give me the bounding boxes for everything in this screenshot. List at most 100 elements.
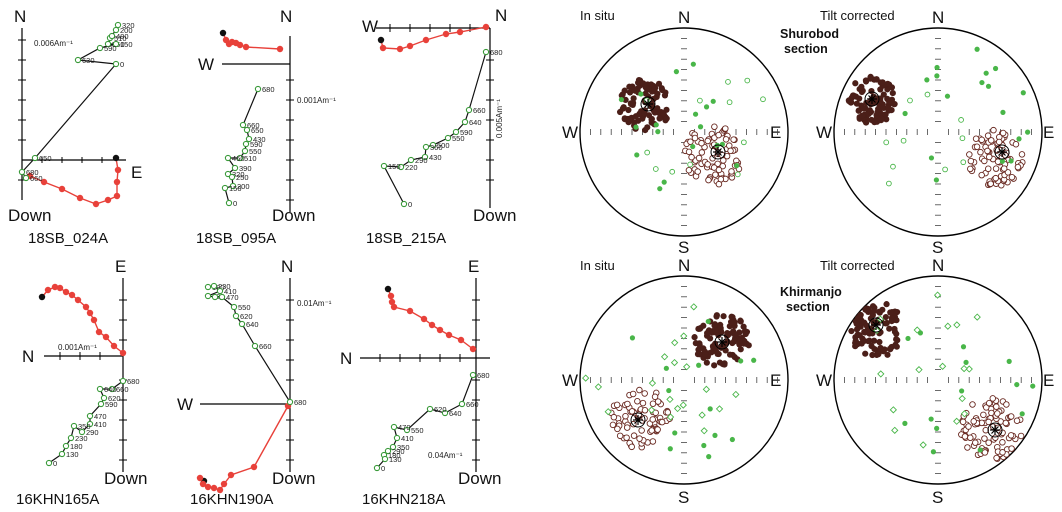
normal-polarity-point (622, 96, 629, 103)
normal-polarity-point (619, 91, 626, 98)
reverse-polarity-point (715, 166, 723, 174)
mean-confidence-circle (987, 422, 1003, 438)
vertical-point (112, 60, 120, 68)
axis-label-bottom: Down (272, 206, 315, 225)
reverse-polarity-point (967, 165, 974, 173)
horizontal-point (58, 185, 66, 193)
stereonet-title: Tilt corrected (820, 258, 895, 273)
rejected-point (712, 432, 718, 438)
rejected-point-diamond (666, 413, 675, 421)
rejected-point-diamond (690, 303, 698, 311)
normal-polarity-point (868, 342, 875, 350)
rejected-point-diamond (953, 417, 961, 425)
vertical-point (231, 164, 239, 172)
reverse-polarity-point (712, 171, 719, 178)
normal-polarity-point (702, 351, 709, 358)
step-label: 0 (381, 464, 385, 473)
vertical-point (245, 135, 253, 143)
horizontal-point (44, 286, 52, 294)
reverse-polarity-point (1013, 417, 1021, 424)
horizontal-point (420, 315, 428, 323)
normal-polarity-point (644, 124, 651, 131)
normal-polarity-point (729, 339, 736, 347)
normal-polarity-point (848, 327, 855, 335)
normal-polarity-point (891, 100, 898, 108)
rejected-point-diamond (702, 385, 711, 393)
reverse-polarity-point (992, 165, 1000, 172)
step-label: 640 (246, 320, 259, 329)
normal-polarity-point (886, 325, 893, 332)
normal-polarity-point (616, 108, 624, 116)
reverse-polarity-point (1012, 141, 1020, 148)
reverse-polarity-point (1018, 151, 1026, 158)
normal-polarity-point (893, 317, 900, 324)
reverse-polarity-point (982, 426, 990, 434)
first-step-point (112, 154, 120, 162)
axis-label-left: W (177, 395, 193, 414)
normal-polarity-point (894, 337, 901, 344)
reverse-polarity-point (1014, 163, 1022, 171)
horizontal-point (276, 45, 284, 53)
step-label: 660 (466, 400, 479, 409)
reverse-polarity-point (727, 147, 734, 155)
horizontal-point (90, 316, 98, 324)
rejected-point (629, 335, 636, 341)
normal-polarity-point (863, 322, 870, 329)
normal-polarity-point (877, 86, 884, 93)
normal-polarity-point (650, 95, 657, 102)
vertical-point (373, 464, 381, 472)
normal-polarity-point (884, 351, 891, 358)
normal-polarity-point (654, 105, 661, 112)
step-label: 0 (233, 199, 237, 208)
reverse-polarity-point (959, 418, 967, 426)
normal-polarity-point (661, 92, 669, 99)
normal-polarity-point (713, 312, 720, 319)
rejected-point-open (726, 99, 733, 106)
reverse-polarity-point (685, 166, 693, 174)
horizontal-point (68, 291, 76, 299)
vertical-point (286, 398, 294, 406)
normal-polarity-point (731, 331, 739, 338)
stereonet-shurobod-insitu: In situ N S W E (562, 8, 789, 257)
rejected-point (690, 143, 696, 150)
rejected-point (707, 406, 713, 412)
normal-polarity-point (697, 325, 704, 332)
reverse-polarity-point (1004, 169, 1012, 176)
horizontal-point (457, 336, 465, 344)
rejected-point-diamond (973, 313, 981, 321)
vertical-point (251, 342, 259, 350)
vertical-point (469, 371, 477, 379)
reverse-polarity-point (641, 407, 649, 414)
step-label: 510 (244, 154, 257, 163)
reverse-polarity-point (999, 449, 1006, 456)
reverse-polarity-point (987, 180, 994, 188)
vertical-point (243, 126, 251, 134)
vertical-point (407, 156, 415, 164)
reverse-polarity-point (994, 410, 1001, 417)
reverse-polarity-point (694, 168, 701, 175)
normal-polarity-point (736, 337, 743, 345)
stereonet-north: N (678, 8, 690, 27)
step-label: 0 (53, 459, 57, 468)
horizontal-projection-line (380, 26, 487, 50)
primitive-circle (833, 27, 1043, 237)
rejected-point (930, 449, 937, 455)
section-label-line-2: section (784, 42, 828, 56)
first-step-point (38, 293, 46, 301)
reverse-polarity-point (649, 416, 656, 423)
step-label: 350 (397, 443, 410, 452)
step-label: 620 (108, 394, 121, 403)
reverse-polarity-point (711, 123, 718, 131)
step-label: 150 (120, 40, 133, 49)
normal-polarity-point (724, 329, 731, 337)
vertical-point (104, 40, 112, 48)
reverse-polarity-point (984, 147, 991, 155)
axis-label-right: E (131, 163, 142, 182)
normal-polarity-point (721, 361, 728, 368)
normal-polarity-point (658, 85, 665, 92)
vertical-point (100, 394, 108, 402)
stereonet-south: S (678, 238, 689, 257)
normal-polarity-point (865, 110, 872, 118)
primitive-circle (579, 275, 789, 485)
